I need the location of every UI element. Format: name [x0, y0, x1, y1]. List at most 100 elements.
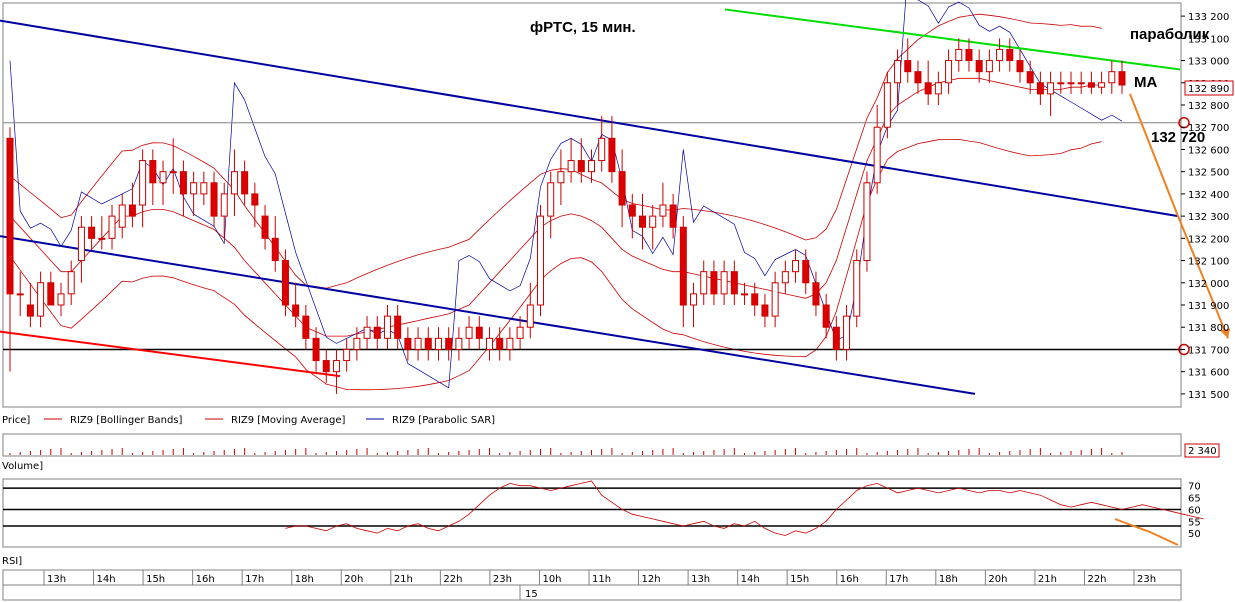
candle-body [1118, 71, 1126, 86]
price-tick-label: 133 000 [1188, 57, 1229, 68]
candle-body [1026, 71, 1034, 84]
price-tick-label: 133 100 [1188, 34, 1229, 45]
time-tick-label: 13h [691, 574, 710, 585]
bollinger-upper [9, 13, 1102, 289]
candle-body [200, 182, 208, 195]
candle-body [251, 193, 259, 206]
chart-title: фРТС, 15 мин. [530, 19, 636, 36]
rsi-tick-label: 60 [1188, 505, 1201, 516]
moving-average-line [9, 77, 1102, 337]
trend-line [0, 235, 976, 395]
time-tick-label: 21h [394, 574, 413, 585]
candle-body [812, 282, 820, 306]
price-tick-label: 132 800 [1188, 101, 1229, 112]
candle-body [496, 337, 504, 350]
candle-body [822, 304, 830, 328]
candle-body [792, 260, 800, 273]
candle-body [353, 337, 361, 350]
price-tick-label: 132 500 [1188, 168, 1229, 179]
candle-body [557, 171, 565, 184]
candle-body [322, 360, 330, 373]
time-tick-label: 13h [47, 574, 66, 585]
candle-body [77, 226, 85, 262]
candle-body [863, 182, 871, 262]
candle-body [1057, 82, 1065, 85]
candle-body [434, 337, 442, 350]
trend-line [0, 19, 1179, 218]
time-tick-label: 15h [146, 574, 165, 585]
price-tick-label: 131 500 [1188, 390, 1229, 401]
candle-body [383, 315, 391, 339]
candle-body [169, 171, 177, 174]
candle-body [730, 271, 738, 295]
candle-body [465, 326, 473, 339]
price-tick-label: 132 200 [1188, 234, 1229, 245]
candle-body [516, 326, 524, 339]
time-tick-label: 16h [196, 574, 215, 585]
time-tick-label: 18h [295, 574, 314, 585]
volume-value-box [1184, 443, 1220, 458]
candle-body [332, 360, 340, 373]
candle-body [506, 337, 514, 350]
candle-body [475, 326, 483, 339]
rsi-panel [3, 480, 1204, 546]
candle-body [230, 171, 238, 195]
candle-body [343, 348, 351, 362]
rsi-line [285, 480, 1204, 536]
candle-body [47, 282, 55, 306]
volume-bars [9, 448, 1123, 455]
candle-body [883, 82, 891, 128]
candle-body [445, 337, 453, 350]
time-tick-label: 17h [245, 574, 264, 585]
candle-body [16, 293, 24, 296]
candle-body [1087, 82, 1095, 88]
rsi-tick-label: 70 [1188, 482, 1201, 493]
bollinger-lower [9, 138, 1102, 391]
price-tick-label: 131 800 [1188, 323, 1229, 334]
candle-body [373, 326, 381, 339]
candle-body [1016, 60, 1024, 73]
candle-body [975, 60, 983, 73]
time-tick-label: 11h [592, 574, 611, 585]
level-marker [1178, 343, 1190, 356]
time-tick-label: 10h [542, 574, 561, 585]
candle-body [781, 271, 789, 284]
annotation-parabolic: параболик [1130, 26, 1210, 43]
candle-body [179, 171, 187, 195]
candle-body [261, 215, 269, 239]
candle-body [139, 160, 147, 206]
candle-body [853, 260, 861, 317]
candle-body [924, 82, 932, 95]
last-price-label: 132 890 [1188, 84, 1229, 95]
legend-moving-average: RIZ9 [Moving Average] [231, 415, 346, 426]
candle-body [6, 137, 14, 295]
time-tick-label: 23h [493, 574, 512, 585]
rsi-forecast-arrow [1114, 518, 1179, 546]
price-tick-label: 132 600 [1188, 145, 1229, 156]
candle-body [455, 337, 463, 350]
candle-body [128, 204, 136, 217]
candle-body [292, 304, 300, 317]
candle-body [679, 226, 687, 306]
time-tick-label: 18h [939, 574, 958, 585]
legend-parabolic-sar: RIZ9 [Parabolic SAR] [392, 415, 495, 426]
candle-body [220, 193, 228, 217]
candle-body [241, 171, 249, 195]
annotation-ma: MA [1134, 74, 1157, 91]
candle-body [741, 293, 749, 296]
candle-body [1077, 82, 1085, 85]
time-tick-label: 16h [840, 574, 859, 585]
time-tick-label: 21h [1038, 574, 1057, 585]
candle-body [26, 304, 34, 317]
candle-body [751, 293, 759, 306]
price-tick-label: 132 400 [1188, 190, 1229, 201]
price-tick-label: 132 700 [1188, 123, 1229, 134]
candle-body [598, 137, 606, 162]
candle-body [628, 204, 636, 217]
legend-bollinger: RIZ9 [Bollinger Bands] [70, 415, 183, 426]
candle-body [985, 60, 993, 73]
candle-body [1047, 82, 1055, 95]
candle-body [618, 171, 626, 206]
